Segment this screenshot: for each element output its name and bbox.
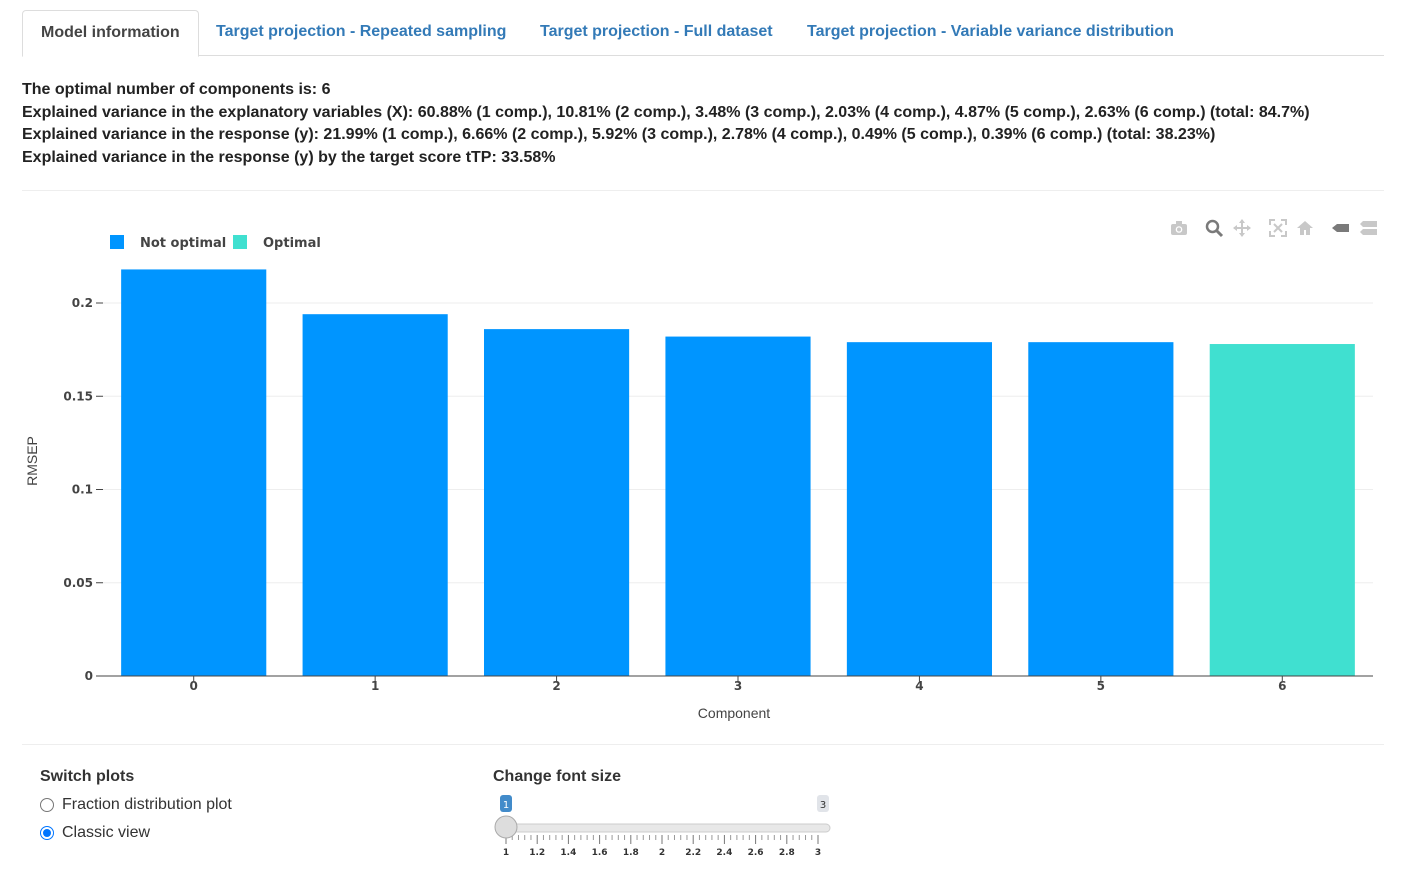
radio-button-selected[interactable] (40, 826, 54, 840)
x-tick-label: 6 (1278, 679, 1286, 693)
bars (121, 269, 1355, 676)
autoscale-icon[interactable] (1268, 218, 1288, 238)
camera-icon[interactable] (1169, 218, 1189, 238)
slider-max-badge (817, 795, 829, 812)
bar-component-1[interactable] (302, 314, 448, 676)
y-tick-label: 0.05 (63, 576, 93, 590)
slider-tick-label: 2.8 (779, 848, 795, 858)
bar-component-2[interactable] (484, 329, 630, 676)
tab-target-projection-repeated-sampling[interactable]: Target projection - Repeated sampling (216, 23, 507, 40)
home-icon[interactable] (1295, 218, 1315, 238)
slider-tick-label: 1.2 (529, 848, 545, 858)
y-tick-label: 0.15 (63, 389, 93, 403)
bar-component-5[interactable] (1028, 342, 1174, 676)
bar-component-6[interactable] (1209, 344, 1355, 676)
y-tick-labels: 0 0.05 0.1 0.15 0.2 (63, 296, 103, 683)
radio-button[interactable] (40, 798, 54, 812)
switch-plots-title: Switch plots (40, 768, 135, 785)
x-tick-label: 1 (371, 679, 379, 693)
legend-swatch-not-optimal (110, 235, 124, 249)
slider-tick-label: 2.4 (716, 848, 732, 858)
tab-bar: Model information Target projection - Re… (22, 10, 1384, 57)
y-tick-label: 0.2 (72, 296, 93, 310)
explained-variance-ttp-text: Explained variance in the response (y) b… (22, 148, 556, 166)
slider-tick-label: 2.6 (748, 848, 764, 858)
x-tick-label: 4 (915, 679, 923, 693)
hover-closest-icon[interactable] (1330, 218, 1350, 238)
slider-value-label: 1 (503, 800, 509, 811)
slider-track[interactable] (505, 823, 831, 833)
divider (22, 190, 1384, 191)
explained-variance-x-text: Explained variance in the explanatory va… (22, 103, 1310, 121)
change-font-size-title: Change font size (493, 768, 622, 785)
slider-tick-label: 2.2 (685, 848, 701, 858)
pan-icon[interactable] (1232, 218, 1252, 238)
x-tick-label: 3 (734, 679, 742, 693)
slider-tick-label: 3 (815, 848, 821, 858)
model-info-panel: The optimal number of components is: 6 E… (22, 79, 1310, 169)
radio-label: Fraction distribution plot (62, 796, 232, 813)
slider-tick-label: 2 (659, 848, 665, 858)
legend-label-optimal[interactable]: Optimal (263, 236, 321, 251)
radio-fraction-distribution[interactable]: Fraction distribution plot (40, 794, 232, 816)
radio-label: Classic view (62, 824, 151, 841)
bar-component-4[interactable] (846, 342, 992, 676)
slider-tick-label: 1 (503, 848, 509, 858)
legend-label-not-optimal[interactable]: Not optimal (140, 236, 226, 251)
y-tick-label: 0 (85, 669, 93, 683)
x-tick-label: 2 (552, 679, 560, 693)
legend-swatch-optimal (233, 235, 247, 249)
radio-classic-view[interactable]: Classic view (40, 822, 150, 844)
y-tick-label: 0.1 (72, 483, 93, 497)
bar-component-0[interactable] (121, 269, 267, 676)
slider-value-badge (500, 795, 512, 812)
x-tick-labels: 0 1 2 3 4 5 6 (190, 676, 1286, 693)
hover-compare-icon[interactable] (1358, 218, 1378, 238)
zoom-icon[interactable] (1204, 218, 1224, 238)
y-axis-title: RMSEP (24, 436, 40, 486)
x-axis-title: Component (698, 705, 770, 721)
slider-tick-label: 1.8 (623, 848, 639, 858)
divider (22, 744, 1384, 745)
slider-handle[interactable] (494, 815, 518, 839)
x-tick-label: 5 (1097, 679, 1105, 693)
bar-component-3[interactable] (665, 336, 811, 676)
x-tick-label: 0 (190, 679, 198, 693)
slider-tick-label: 1.4 (560, 848, 576, 858)
tab-target-projection-variable-variance[interactable]: Target projection - Variable variance di… (807, 23, 1174, 40)
slider-ticks: 1 1.2 1.4 1.6 1.8 2 2.2 2.4 2.6 2.8 3 (503, 835, 821, 858)
legend: Not optimal Optimal (110, 235, 321, 251)
optimal-components-text: The optimal number of components is: 6 (22, 81, 331, 98)
slider-max-label: 3 (820, 800, 826, 811)
slider-tick-label: 1.6 (592, 848, 608, 858)
font-size-slider[interactable]: 1 3 1 1.2 1.4 1.6 1.8 2 2.2 2.4 2.6 2.8 3 (493, 792, 838, 862)
tab-target-projection-full-dataset[interactable]: Target projection - Full dataset (540, 23, 773, 40)
explained-variance-y-text: Explained variance in the response (y): … (22, 126, 1216, 143)
tab-model-information[interactable]: Model information (22, 10, 199, 57)
